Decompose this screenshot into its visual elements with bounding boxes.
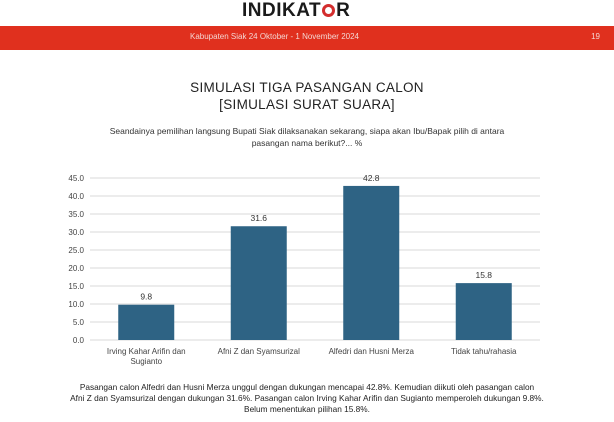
question-line-2: pasangan nama berikut?... % [251,138,363,148]
bar [230,226,287,340]
y-tick-label: 5.0 [73,318,85,327]
logo-ring-icon [322,4,336,17]
bar [343,185,400,340]
indikator-logo: INDIKAT R [242,0,350,22]
y-tick-label: 15.0 [68,282,84,291]
summary-line-3: Belum menentukan pilihan 15.8%. [244,404,370,414]
x-category-label: Irving Kahar Arifin dan [107,347,186,356]
y-tick-label: 0.0 [73,336,85,345]
y-tick-label: 20.0 [68,264,84,273]
logo-text-1: INDIKAT [242,0,322,21]
page-number: 19 [591,32,600,41]
data-label: 31.6 [250,213,267,223]
y-tick-label: 35.0 [68,210,84,219]
y-tick-label: 25.0 [68,246,84,255]
bar [118,304,175,340]
logo-text-2: R [336,0,351,21]
summary-line-1: Pasangan calon Alfedri dan Husni Merza u… [79,382,535,392]
x-category-label: Afni Z dan Syamsurizal [218,347,300,356]
y-tick-label: 45.0 [68,174,84,183]
x-category-label: Tidak tahu/rahasia [451,347,517,356]
x-category-label: Sugianto [130,357,162,366]
bar [455,283,512,340]
survey-subtitle: Kabupaten Siak 24 Oktober - 1 November 2… [190,32,359,41]
y-tick-label: 30.0 [68,228,84,237]
y-tick-label: 10.0 [68,300,84,309]
x-category-label: Alfedri dan Husni Merza [329,347,415,356]
chart-subtitle: [SIMULASI SURAT SUARA] [219,97,395,112]
data-label: 15.8 [475,270,492,280]
summary-line-2: Afni Z dan Syamsurizal dengan dukungan 3… [70,393,544,403]
header-bar: Kabupaten Siak 24 Oktober - 1 November 2… [0,26,614,50]
chart-title: SIMULASI TIGA PASANGAN CALON [190,80,424,95]
data-label: 42.8 [363,173,380,183]
question-line-1: Seandainya pemilihan langsung Bupati Sia… [109,126,505,136]
header: INDIKAT R [0,0,614,24]
data-label: 9.8 [140,292,152,302]
y-tick-label: 40.0 [68,192,84,201]
summary-text: Pasangan calon Alfedri dan Husni Merza u… [20,382,594,415]
